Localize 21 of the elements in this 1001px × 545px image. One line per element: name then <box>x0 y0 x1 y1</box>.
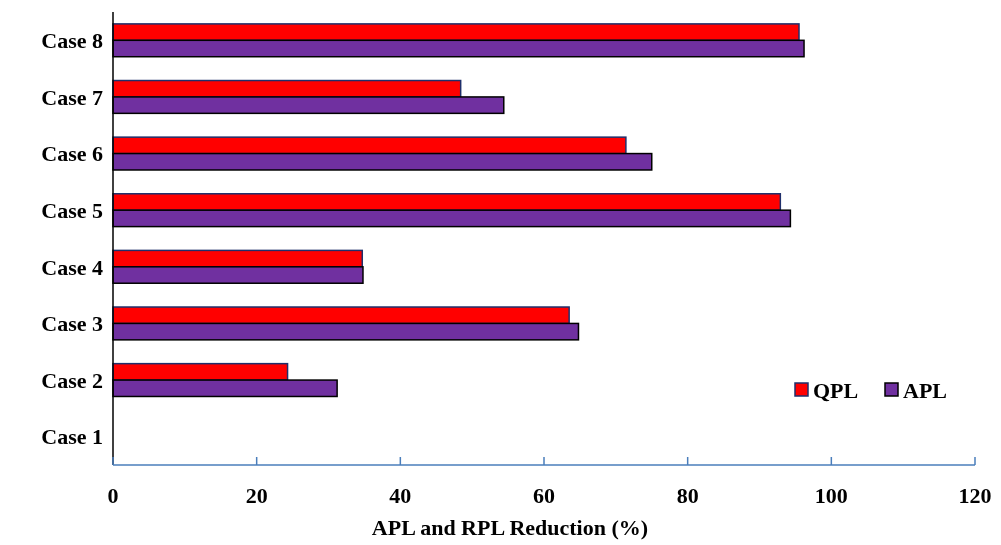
y-tick-label: Case 4 <box>41 254 103 280</box>
x-tick-label: 80 <box>676 483 699 508</box>
y-tick-label: Case 2 <box>41 367 103 393</box>
x-tick-label: 60 <box>533 483 555 508</box>
y-tick-label: Case 8 <box>41 28 103 54</box>
x-tick-label: 120 <box>958 483 992 508</box>
legend-label: APL <box>903 377 947 403</box>
y-tick-label: Case 1 <box>41 424 103 450</box>
y-tick-label: Case 7 <box>41 84 103 110</box>
bar <box>112 136 627 155</box>
legend-label: QPL <box>813 377 859 403</box>
bar <box>112 23 800 42</box>
x-tick-label: 100 <box>814 483 848 508</box>
x-tick-label: 40 <box>389 483 412 508</box>
x-tick-label: 0 <box>107 483 119 508</box>
y-tick-label: Case 5 <box>41 197 103 223</box>
y-tick-label: Case 6 <box>41 141 103 167</box>
bar <box>112 306 570 325</box>
y-tick-label: Case 3 <box>41 311 103 337</box>
x-axis-title: APL and RPL Reduction (%) <box>371 515 649 540</box>
x-tick-label: 20 <box>245 483 268 508</box>
